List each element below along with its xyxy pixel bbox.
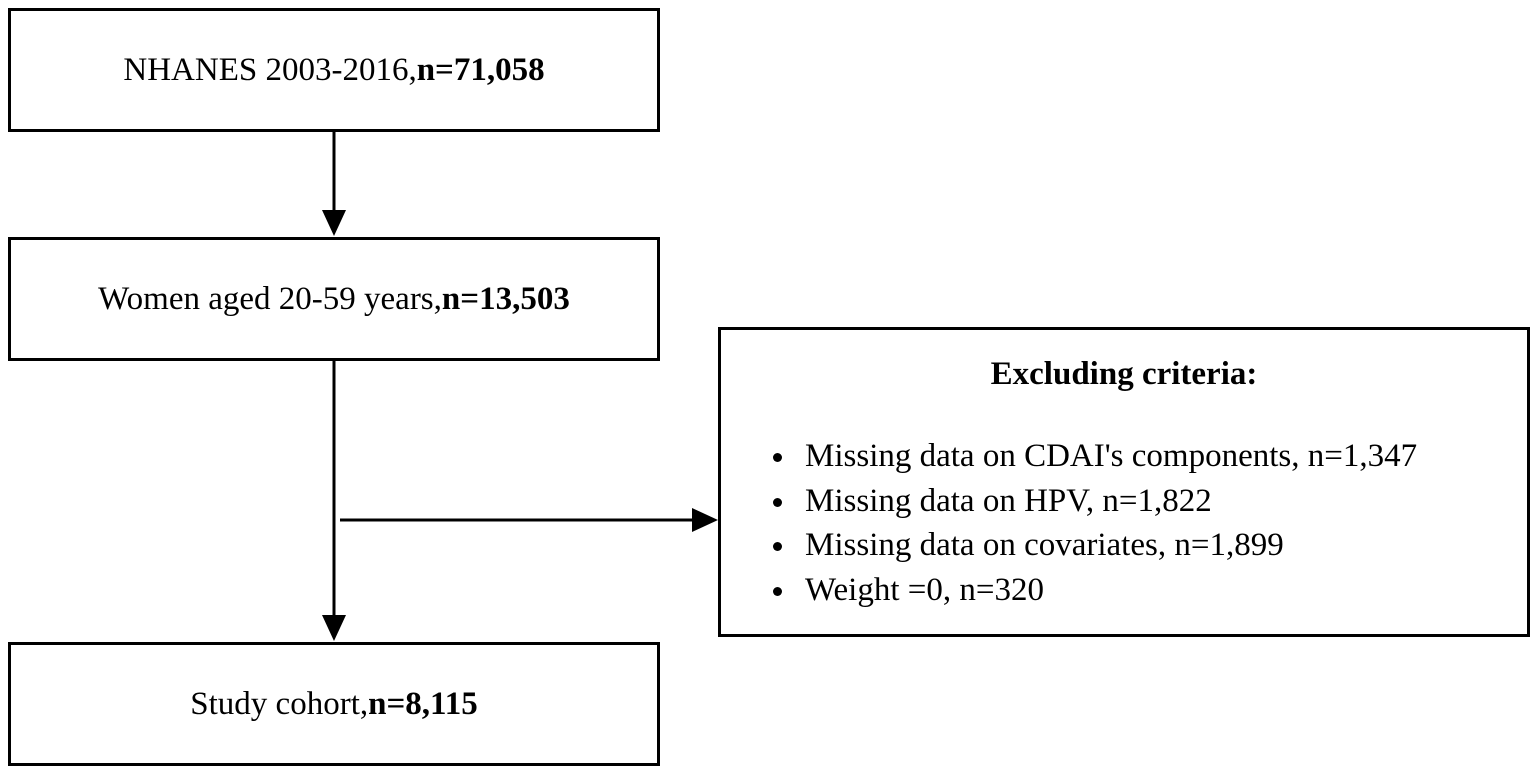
exclusion-item: Missing data on HPV, n=1,822 bbox=[761, 479, 1417, 524]
step-nhanes-count: n=71,058 bbox=[416, 51, 545, 88]
exclusion-item-text: Missing data on CDAI's components, n=1,3… bbox=[805, 438, 1418, 474]
step-women-count: n=13,503 bbox=[441, 280, 570, 317]
arrow-step1-to-step2 bbox=[322, 132, 346, 236]
step-cohort-text: Study cohort, bbox=[190, 685, 369, 722]
step-nhanes-box: NHANES 2003-2016, n=71,058 bbox=[8, 8, 660, 132]
step-cohort-box: Study cohort, n=8,115 bbox=[8, 642, 660, 766]
step-women-box: Women aged 20-59 years, n=13,503 bbox=[8, 237, 660, 361]
bullet-icon bbox=[773, 497, 782, 507]
exclusion-item-text: Missing data on covariates, n=1,899 bbox=[805, 527, 1284, 563]
exclusion-list: Missing data on CDAI's components, n=1,3… bbox=[761, 434, 1417, 612]
exclusion-title: Excluding criteria: bbox=[990, 356, 1258, 392]
bullet-icon bbox=[773, 542, 782, 551]
step-nhanes-text: NHANES 2003-2016, bbox=[123, 51, 417, 88]
bullet-icon bbox=[773, 586, 782, 596]
step-women-text: Women aged 20-59 years, bbox=[98, 280, 442, 317]
exclusion-item-text: Missing data on HPV, n=1,822 bbox=[805, 482, 1212, 519]
exclusion-item: Weight =0, n=320 bbox=[761, 568, 1417, 613]
bullet-icon bbox=[773, 453, 782, 462]
step-cohort-count: n=8,115 bbox=[368, 685, 478, 722]
arrow-to-exclusion bbox=[340, 508, 718, 532]
exclusion-box: Excluding criteria: Missing data on CDAI… bbox=[718, 327, 1530, 637]
arrow-step2-to-step3 bbox=[322, 361, 346, 641]
exclusion-item: Missing data on covariates, n=1,899 bbox=[761, 523, 1417, 568]
exclusion-item: Missing data on CDAI's components, n=1,3… bbox=[761, 434, 1417, 479]
exclusion-item-text: Weight =0, n=320 bbox=[805, 571, 1044, 608]
